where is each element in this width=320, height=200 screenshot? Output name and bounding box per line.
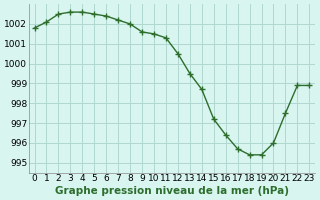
X-axis label: Graphe pression niveau de la mer (hPa): Graphe pression niveau de la mer (hPa) [55, 186, 289, 196]
